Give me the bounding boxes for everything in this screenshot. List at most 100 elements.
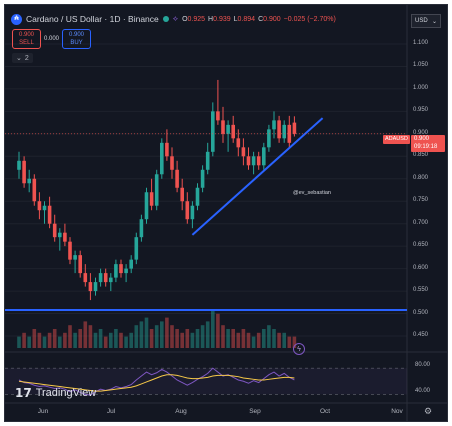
- ohlc-readout: O0.925 H0.939 L0.894 C0.900 −0.025 (−2.70%): [182, 16, 336, 23]
- sell-button[interactable]: 0.900 SELL: [12, 29, 41, 49]
- candle-body: [52, 223, 57, 238]
- candle-body: [78, 255, 82, 274]
- gear-icon[interactable]: ⚙: [424, 406, 433, 416]
- volume-bar: [124, 336, 128, 348]
- volume-bar: [27, 336, 31, 348]
- volume-bar: [47, 332, 52, 348]
- candle-body: [119, 264, 123, 274]
- candle-body: [124, 268, 128, 274]
- volume-bar: [226, 329, 230, 348]
- time-tick: Jul: [106, 408, 116, 415]
- volume-bar: [231, 329, 235, 348]
- candle-body: [221, 120, 225, 134]
- candle-body: [195, 187, 200, 206]
- volume-bar: [109, 332, 113, 348]
- volume-bar: [282, 332, 286, 348]
- tradingview-icon: 𝟭𝟳: [15, 386, 32, 400]
- currency-select[interactable]: USD ⌄: [411, 14, 441, 28]
- volume-bar: [154, 325, 159, 348]
- volume-bar: [221, 325, 225, 348]
- volume-bar: [205, 321, 210, 348]
- ohlc-value: 0.925: [187, 15, 206, 23]
- volume-bar: [292, 336, 297, 348]
- volume-bar: [246, 332, 251, 348]
- ohlc-value: −0.025 (−2.70%): [283, 15, 336, 23]
- candle-body: [211, 111, 215, 152]
- current-price: 0.900: [414, 136, 430, 142]
- candle-body: [103, 273, 108, 283]
- price-chart[interactable]: [5, 5, 448, 422]
- price-tick: 0.750: [413, 197, 429, 204]
- ohlc-item: L0.894: [234, 16, 255, 23]
- ohlc-key: L: [233, 15, 238, 23]
- ohlc-item: O0.925: [182, 16, 205, 23]
- indicators-toggle[interactable]: ⌄ 2: [12, 53, 33, 63]
- candle-body: [282, 124, 286, 139]
- volume-bar: [241, 329, 246, 348]
- volume-bar: [22, 332, 26, 348]
- volume-bar: [236, 332, 241, 348]
- flag-icon[interactable]: ⟡: [172, 14, 179, 23]
- sell-price: 0.900: [18, 32, 34, 38]
- time-tick: Aug: [175, 408, 187, 415]
- symbol-title[interactable]: Cardano / US Dollar · 1D · Binance: [26, 14, 159, 24]
- buy-button[interactable]: 0.900 BUY: [62, 29, 92, 49]
- volume-bar: [73, 332, 77, 348]
- volume-bar: [98, 329, 103, 348]
- tradingview-logo[interactable]: 𝟭𝟳 TradingView: [15, 386, 96, 400]
- candle-body: [83, 273, 88, 283]
- price-tick: 0.700: [413, 219, 429, 226]
- price-tick: 0.500: [413, 309, 429, 316]
- candle-body: [262, 147, 266, 166]
- candle-body: [292, 122, 297, 134]
- candle-body: [129, 259, 133, 269]
- candle-body: [205, 151, 210, 170]
- ohlc-key: O: [182, 15, 188, 23]
- candle-body: [190, 205, 195, 220]
- volume-bar: [251, 336, 256, 348]
- candle-body: [93, 282, 98, 292]
- volume-bar: [160, 321, 164, 348]
- market-open-icon: [162, 16, 169, 22]
- buy-label: BUY: [70, 40, 83, 46]
- volume-bar: [272, 329, 276, 348]
- lightning-icon[interactable]: ϟ: [293, 343, 305, 355]
- candle-body: [231, 124, 235, 139]
- volume-bar: [267, 325, 271, 348]
- volume-bar: [262, 329, 266, 348]
- volume-bar: [114, 329, 118, 348]
- sell-label: SELL: [19, 40, 34, 46]
- volume-bar: [17, 336, 21, 348]
- chevron-down-icon: ⌄: [16, 55, 22, 62]
- candle-body: [144, 192, 149, 220]
- volume-bar: [68, 325, 72, 348]
- chart-window: ₳ Cardano / US Dollar · 1D · Binance ⟡ O…: [4, 4, 448, 422]
- candle-body: [165, 142, 169, 157]
- candle-body: [22, 160, 26, 184]
- currency-label: USD: [415, 18, 428, 24]
- rsi-tick-80: 80.00: [415, 362, 431, 368]
- volume-bar: [170, 325, 174, 348]
- chevron-down-icon: ⌄: [431, 18, 437, 25]
- time-tick: Oct: [319, 408, 331, 415]
- price-tick: 1.000: [413, 84, 429, 91]
- candle-body: [267, 129, 271, 148]
- volume-bar: [32, 329, 37, 348]
- volume-bar: [190, 332, 195, 348]
- price-tick: 0.600: [413, 264, 429, 271]
- volume-bar: [78, 329, 82, 348]
- volume-bar: [200, 325, 205, 348]
- candle-body: [139, 219, 144, 238]
- candle-body: [42, 205, 47, 211]
- volume-bar: [144, 317, 149, 348]
- time-tick: Sep: [249, 408, 261, 415]
- buy-price: 0.900: [69, 32, 85, 38]
- candle-body: [88, 282, 93, 292]
- time-tick: Nov: [391, 408, 403, 415]
- chart-header: ₳ Cardano / US Dollar · 1D · Binance ⟡ O…: [11, 12, 336, 26]
- volume-bar: [211, 310, 215, 348]
- volume-bar: [103, 336, 108, 348]
- rsi-line: [18, 367, 295, 396]
- volume-bar: [149, 329, 154, 348]
- volume-bar: [277, 332, 281, 348]
